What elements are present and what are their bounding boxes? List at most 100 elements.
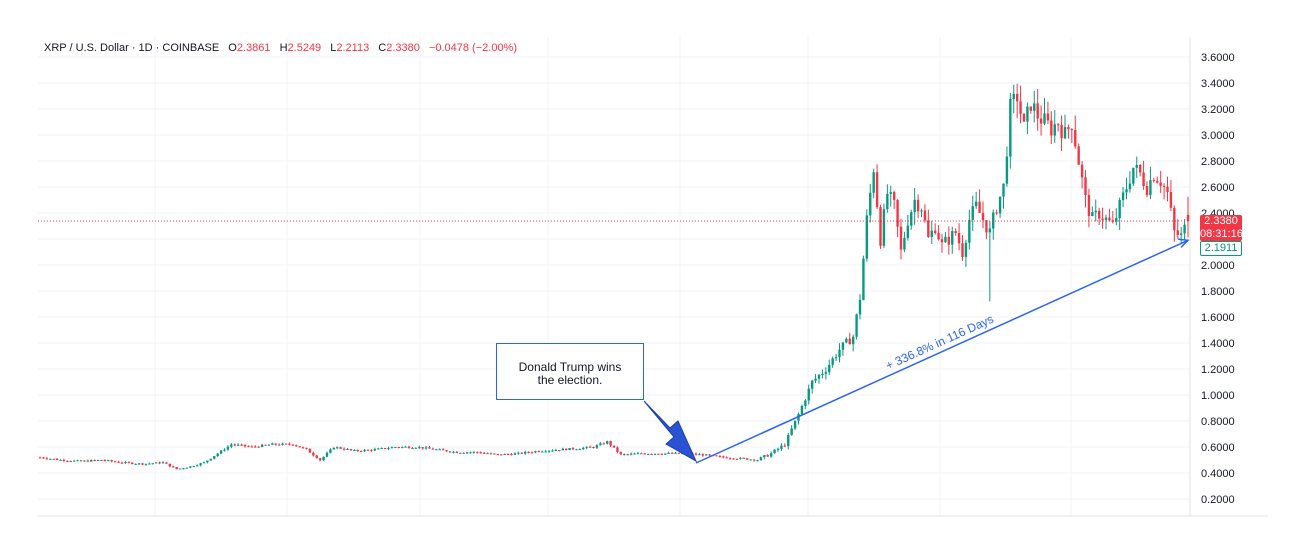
candle-body [216, 453, 219, 457]
candle-body [903, 237, 906, 250]
election-callout[interactable]: Donald Trump wins the election. [496, 343, 644, 400]
candle-body [780, 445, 783, 449]
candle-body [1002, 183, 1005, 197]
candle-body [506, 453, 510, 455]
price-tick-label: 3.4000 [1201, 78, 1235, 90]
price-tick-label: 1.6000 [1201, 312, 1235, 324]
candle-body [752, 459, 756, 461]
candle-body [985, 220, 988, 233]
candle-body [240, 444, 243, 446]
candle-body [1077, 146, 1080, 165]
candle-body [838, 349, 841, 358]
candle-body [759, 457, 763, 461]
candle-body [961, 243, 964, 257]
price-tick-label: 0.6000 [1201, 442, 1235, 454]
candle-body [998, 196, 1002, 214]
candle-body [1067, 127, 1070, 130]
candle-body [226, 446, 230, 450]
candle-body [387, 448, 390, 450]
candle-body [284, 443, 288, 445]
candle-body [366, 449, 370, 451]
candle-body [141, 463, 144, 465]
candle-body [879, 207, 882, 246]
price-tick-label: 3.6000 [1201, 52, 1235, 64]
candle-body [271, 443, 274, 445]
price-axis[interactable]: 3.60003.40003.20003.00002.80002.60002.40… [1201, 52, 1235, 506]
candle-body [1156, 180, 1159, 183]
candle-body [913, 199, 916, 213]
candle-body [1094, 210, 1097, 213]
candle-body [161, 462, 165, 464]
candle-body [1149, 180, 1152, 196]
callout-line-1: Donald Trump wins [518, 360, 622, 374]
candle-body [763, 455, 766, 458]
candle-body [523, 451, 527, 454]
symbol-title[interactable]: XRP / U.S. Dollar · 1D · COINBASE [44, 42, 220, 54]
candle-body [1169, 192, 1173, 208]
candle-body [1015, 93, 1019, 102]
candle-body [52, 458, 55, 460]
candle-body [592, 447, 595, 449]
candle-body [158, 462, 161, 464]
price-tick-label: 1.8000 [1201, 286, 1235, 298]
candle-body [165, 462, 168, 464]
candle-body [1033, 103, 1036, 111]
candle-body [76, 460, 79, 462]
candle-body [616, 447, 619, 452]
candle-body [937, 233, 940, 240]
candle-body [609, 441, 612, 446]
candle-body [640, 453, 643, 455]
candle-body [807, 388, 810, 401]
candle-body [636, 453, 640, 455]
candle-body [869, 192, 872, 216]
candle-body [424, 447, 428, 449]
candle-body [978, 201, 981, 213]
candle-body [421, 447, 424, 449]
candle-body [776, 448, 780, 450]
candle-body [55, 458, 59, 461]
candle-body [1152, 180, 1156, 182]
candle-body [134, 463, 137, 465]
candle-body [728, 458, 732, 460]
candle-body [558, 450, 561, 452]
candle-body [394, 447, 397, 449]
last-price-tag: 2.3380 [1200, 215, 1242, 228]
price-tick-label: 3.0000 [1201, 130, 1235, 142]
candle-body [428, 447, 431, 449]
price-tick-label: 1.0000 [1201, 390, 1235, 402]
candle-body [182, 468, 185, 470]
candle-body [674, 452, 677, 454]
trend-line[interactable] [695, 239, 1189, 464]
candle-body [841, 342, 845, 350]
candle-body [308, 448, 312, 453]
candle-body [185, 467, 189, 469]
candle-body [90, 460, 93, 462]
candle-body [875, 172, 879, 208]
candle-body [459, 452, 462, 454]
candle-body [882, 209, 886, 246]
candle-body [93, 460, 96, 462]
candle-body [845, 338, 848, 343]
candle-body [131, 462, 134, 464]
candle-body [1159, 182, 1162, 186]
high-value: 2.5249 [287, 42, 322, 54]
candle-body [230, 444, 233, 447]
candle-body [626, 454, 629, 456]
candle-body [735, 458, 739, 460]
candle-body [448, 451, 452, 453]
candle-body [653, 453, 657, 455]
candle-body [441, 449, 445, 451]
candle-body [947, 236, 951, 245]
candle-body [629, 453, 633, 455]
candle-body [951, 231, 954, 245]
candle-body [479, 452, 482, 454]
candle-body [1108, 217, 1111, 221]
candle-body [1053, 124, 1056, 136]
candle-body [705, 454, 708, 456]
price-tick-label: 2.8000 [1201, 156, 1235, 168]
candle-body [373, 449, 377, 451]
candle-body [968, 219, 971, 243]
candle-body [322, 456, 325, 461]
candle-body [537, 451, 541, 453]
